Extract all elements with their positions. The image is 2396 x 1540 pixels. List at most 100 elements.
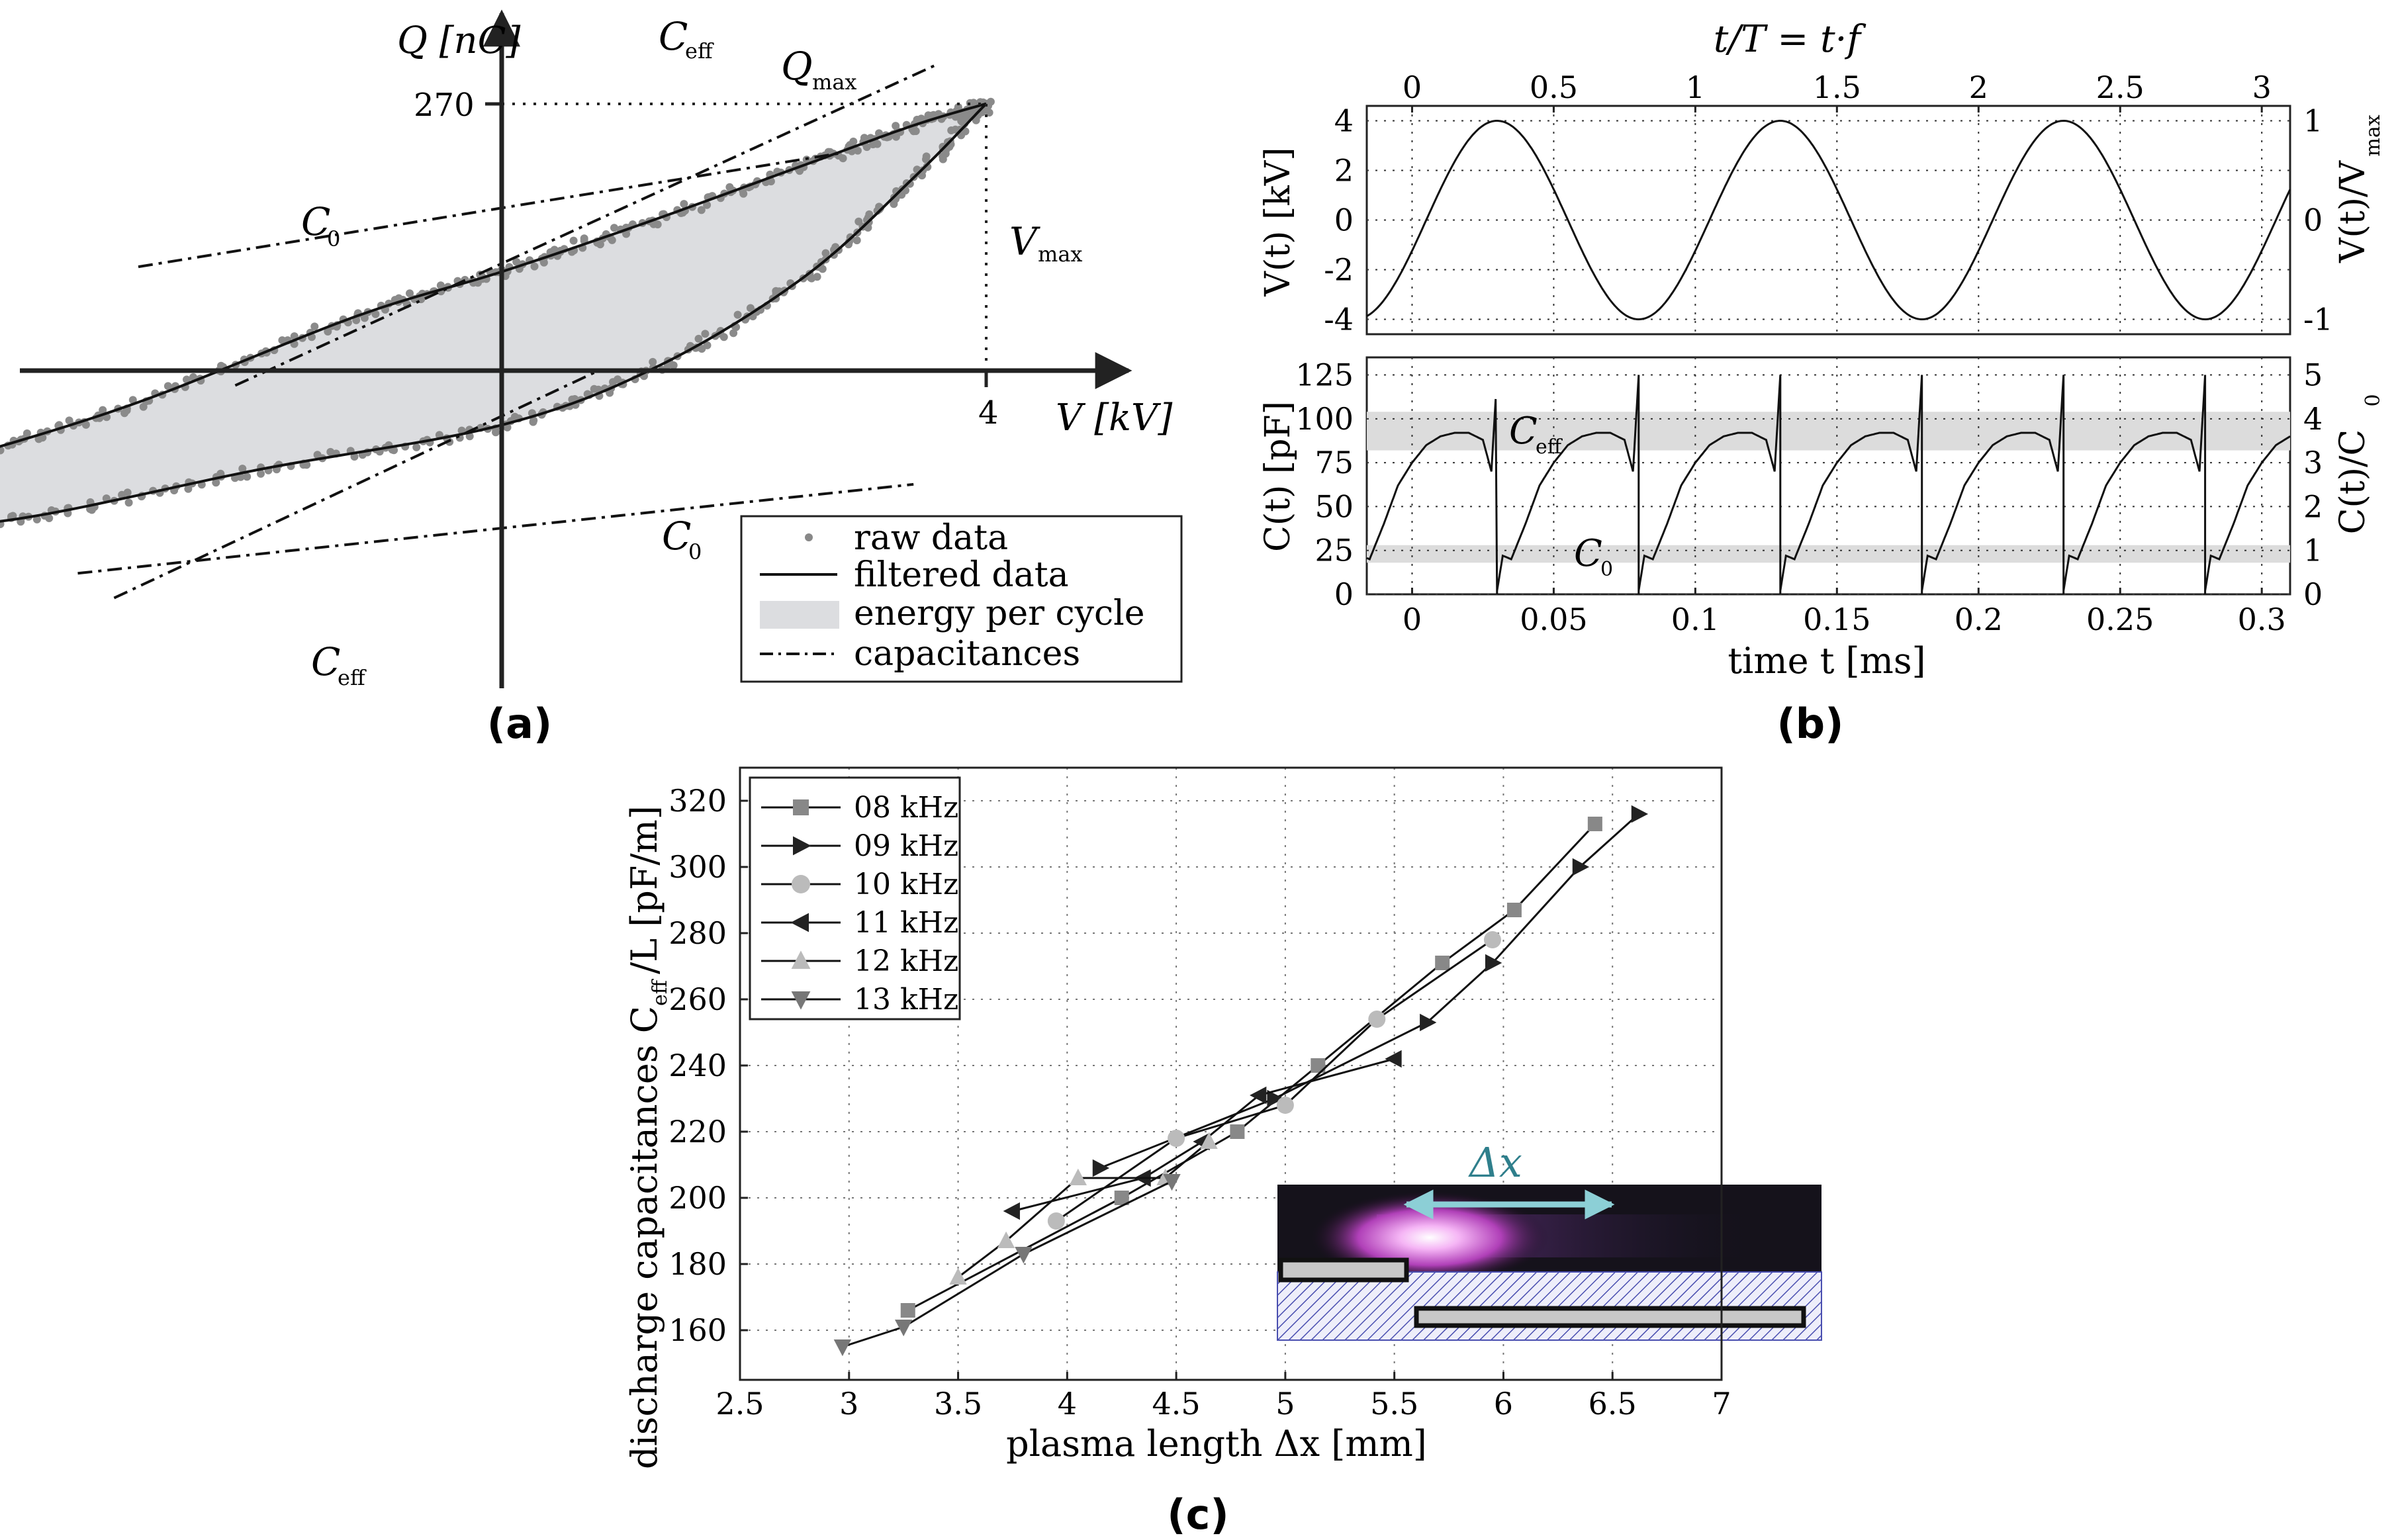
x-tick-label: 6 (1494, 1386, 1513, 1422)
data-point-triangle-up (997, 1231, 1015, 1248)
time-tick-label: 0.05 (1520, 602, 1587, 637)
voltage-ratio-tick-label: 1 (2303, 103, 2323, 139)
raw-data-point (890, 200, 898, 208)
raw-data-point (163, 382, 172, 390)
voltage-right-ylabel: V(t)/V (2333, 160, 2373, 264)
raw-data-point (697, 206, 706, 214)
data-point-triangle-up (949, 1267, 967, 1285)
time-tick-label: 0.2 (1955, 602, 2003, 637)
panel-label-b: (b) (1776, 700, 1843, 748)
data-point-square (900, 1303, 915, 1318)
raw-data-point (128, 396, 137, 404)
raw-data-point (733, 310, 742, 319)
raw-data-point (23, 429, 31, 437)
panel-c-capacitance-vs-length: Δx 2.5 3 3.5 4 4.5 5 5.5 6 6.5 7 160 180 200 220 240 26… (623, 766, 1822, 1539)
band-c0-sub: 0 (1600, 558, 1613, 581)
raw-data-point (954, 103, 962, 111)
data-point-triangle-left (1250, 1086, 1267, 1105)
period-tick-label: 2 (1969, 69, 1988, 105)
data-series (833, 805, 1649, 1357)
data-point-triangle-up (1200, 1132, 1218, 1149)
data-point-circle (792, 875, 810, 893)
q-axis-label: Q [nC] (397, 19, 520, 62)
period-tick-label: 0 (1403, 69, 1422, 105)
data-point-triangle-right (1092, 1159, 1110, 1177)
data-point-triangle-left (1003, 1202, 1020, 1220)
ceff-top-sub: eff (685, 38, 714, 64)
capacitance-ratio-tick-label: 4 (2303, 401, 2323, 437)
data-point-triangle-right (1572, 858, 1590, 876)
data-point-square (793, 799, 809, 815)
legend-label: 08 kHz (854, 791, 958, 825)
capacitance-ratio-tick-label: 0 (2303, 576, 2323, 612)
legend-label: 10 kHz (854, 868, 958, 901)
panel-label-c: (c) (1167, 1490, 1228, 1539)
raw-data-point (703, 341, 712, 349)
data-point-triangle-down (791, 991, 811, 1010)
voltage-tick-label: -4 (1324, 302, 1354, 338)
legend-label: 13 kHz (854, 983, 958, 1017)
capacitance-tick-label: 100 (1295, 401, 1354, 437)
qmax-label: Q (781, 44, 813, 89)
y-tick-label: 180 (668, 1246, 727, 1282)
y-tick-label: 280 (668, 915, 727, 951)
raw-data-point (569, 236, 578, 245)
capacitance-ratio-tick-label: 5 (2303, 357, 2323, 393)
raw-data-point (32, 515, 41, 523)
raw-data-point (278, 336, 287, 345)
period-tick-label: 1 (1686, 69, 1705, 105)
y-axis-label-tail: /L [pF/m] (623, 805, 665, 974)
filtered-upper-branch (0, 102, 987, 448)
raw-data-point (360, 314, 369, 322)
vmax-sub: max (1038, 242, 1082, 267)
data-point-triangle-left (790, 913, 809, 932)
voltage-ylabel: V(t) [kV] (1258, 147, 1298, 296)
raw-data-point (236, 473, 245, 481)
capacitance-line (77, 482, 914, 575)
c0-bottom-label: C (662, 514, 691, 559)
raw-data-point (465, 432, 474, 441)
legend-energy-per-cycle: energy per cycle (854, 594, 1145, 633)
series-13-kHz (833, 1174, 1181, 1357)
capacitance-tick-label: 0 (1334, 576, 1354, 612)
raw-data-point (852, 236, 861, 245)
x-tick-label: 3 (839, 1386, 858, 1422)
x-tick-label: 4 (1058, 1386, 1077, 1422)
ceff-top-label: C (659, 14, 688, 59)
capacitance-right-ylabel: C(t)/C (2333, 430, 2373, 535)
raw-data-point (302, 461, 311, 469)
raw-data-point (703, 201, 712, 209)
y-tick-label: 240 (668, 1048, 727, 1083)
raw-data-point (746, 304, 755, 312)
data-point-square (1587, 817, 1602, 831)
legend-filtered-data: filtered data (854, 555, 1069, 595)
voltage-tick-label: 4 (1334, 103, 1354, 139)
top-axis-title: t/T = t·f (1714, 18, 1867, 61)
x-tick-label: 5.5 (1370, 1386, 1418, 1422)
data-point-triangle-right (1420, 1013, 1437, 1032)
y-tick-label: 300 (668, 849, 727, 885)
raw-data-point (610, 224, 618, 232)
panel-a-lissajous: Q [nC] V [kV] 270 4 C eff Q max C 0 V ma… (0, 9, 1183, 748)
x-tick-label: 6.5 (1589, 1386, 1637, 1422)
x-tick-label: 3.5 (934, 1386, 982, 1422)
raw-data-point (964, 111, 973, 118)
x-tick-label: 5 (1275, 1386, 1295, 1422)
raw-data-point (622, 230, 631, 238)
delta-x-label: Δx (1468, 1138, 1522, 1187)
y-axis-label-sub: eff (649, 978, 672, 1006)
voltage-grid (1367, 106, 2290, 334)
panel-a-legend: raw data filtered data energy per cycle … (740, 515, 1183, 683)
raw-data-point (122, 406, 131, 415)
vmax-label: V (1009, 219, 1040, 264)
raw-data-point (310, 322, 319, 331)
series-09-kHz (1092, 805, 1649, 1177)
time-tick-label: 0.15 (1803, 602, 1870, 637)
capacitance-tick-label: 50 (1314, 488, 1354, 524)
raw-data-point (680, 200, 688, 208)
y-tick-label: 160 (668, 1312, 727, 1348)
raw-data-point (124, 498, 133, 507)
raw-data-point (865, 210, 874, 218)
capacitance-lines (77, 63, 939, 600)
data-point-triangle-down (833, 1339, 852, 1357)
